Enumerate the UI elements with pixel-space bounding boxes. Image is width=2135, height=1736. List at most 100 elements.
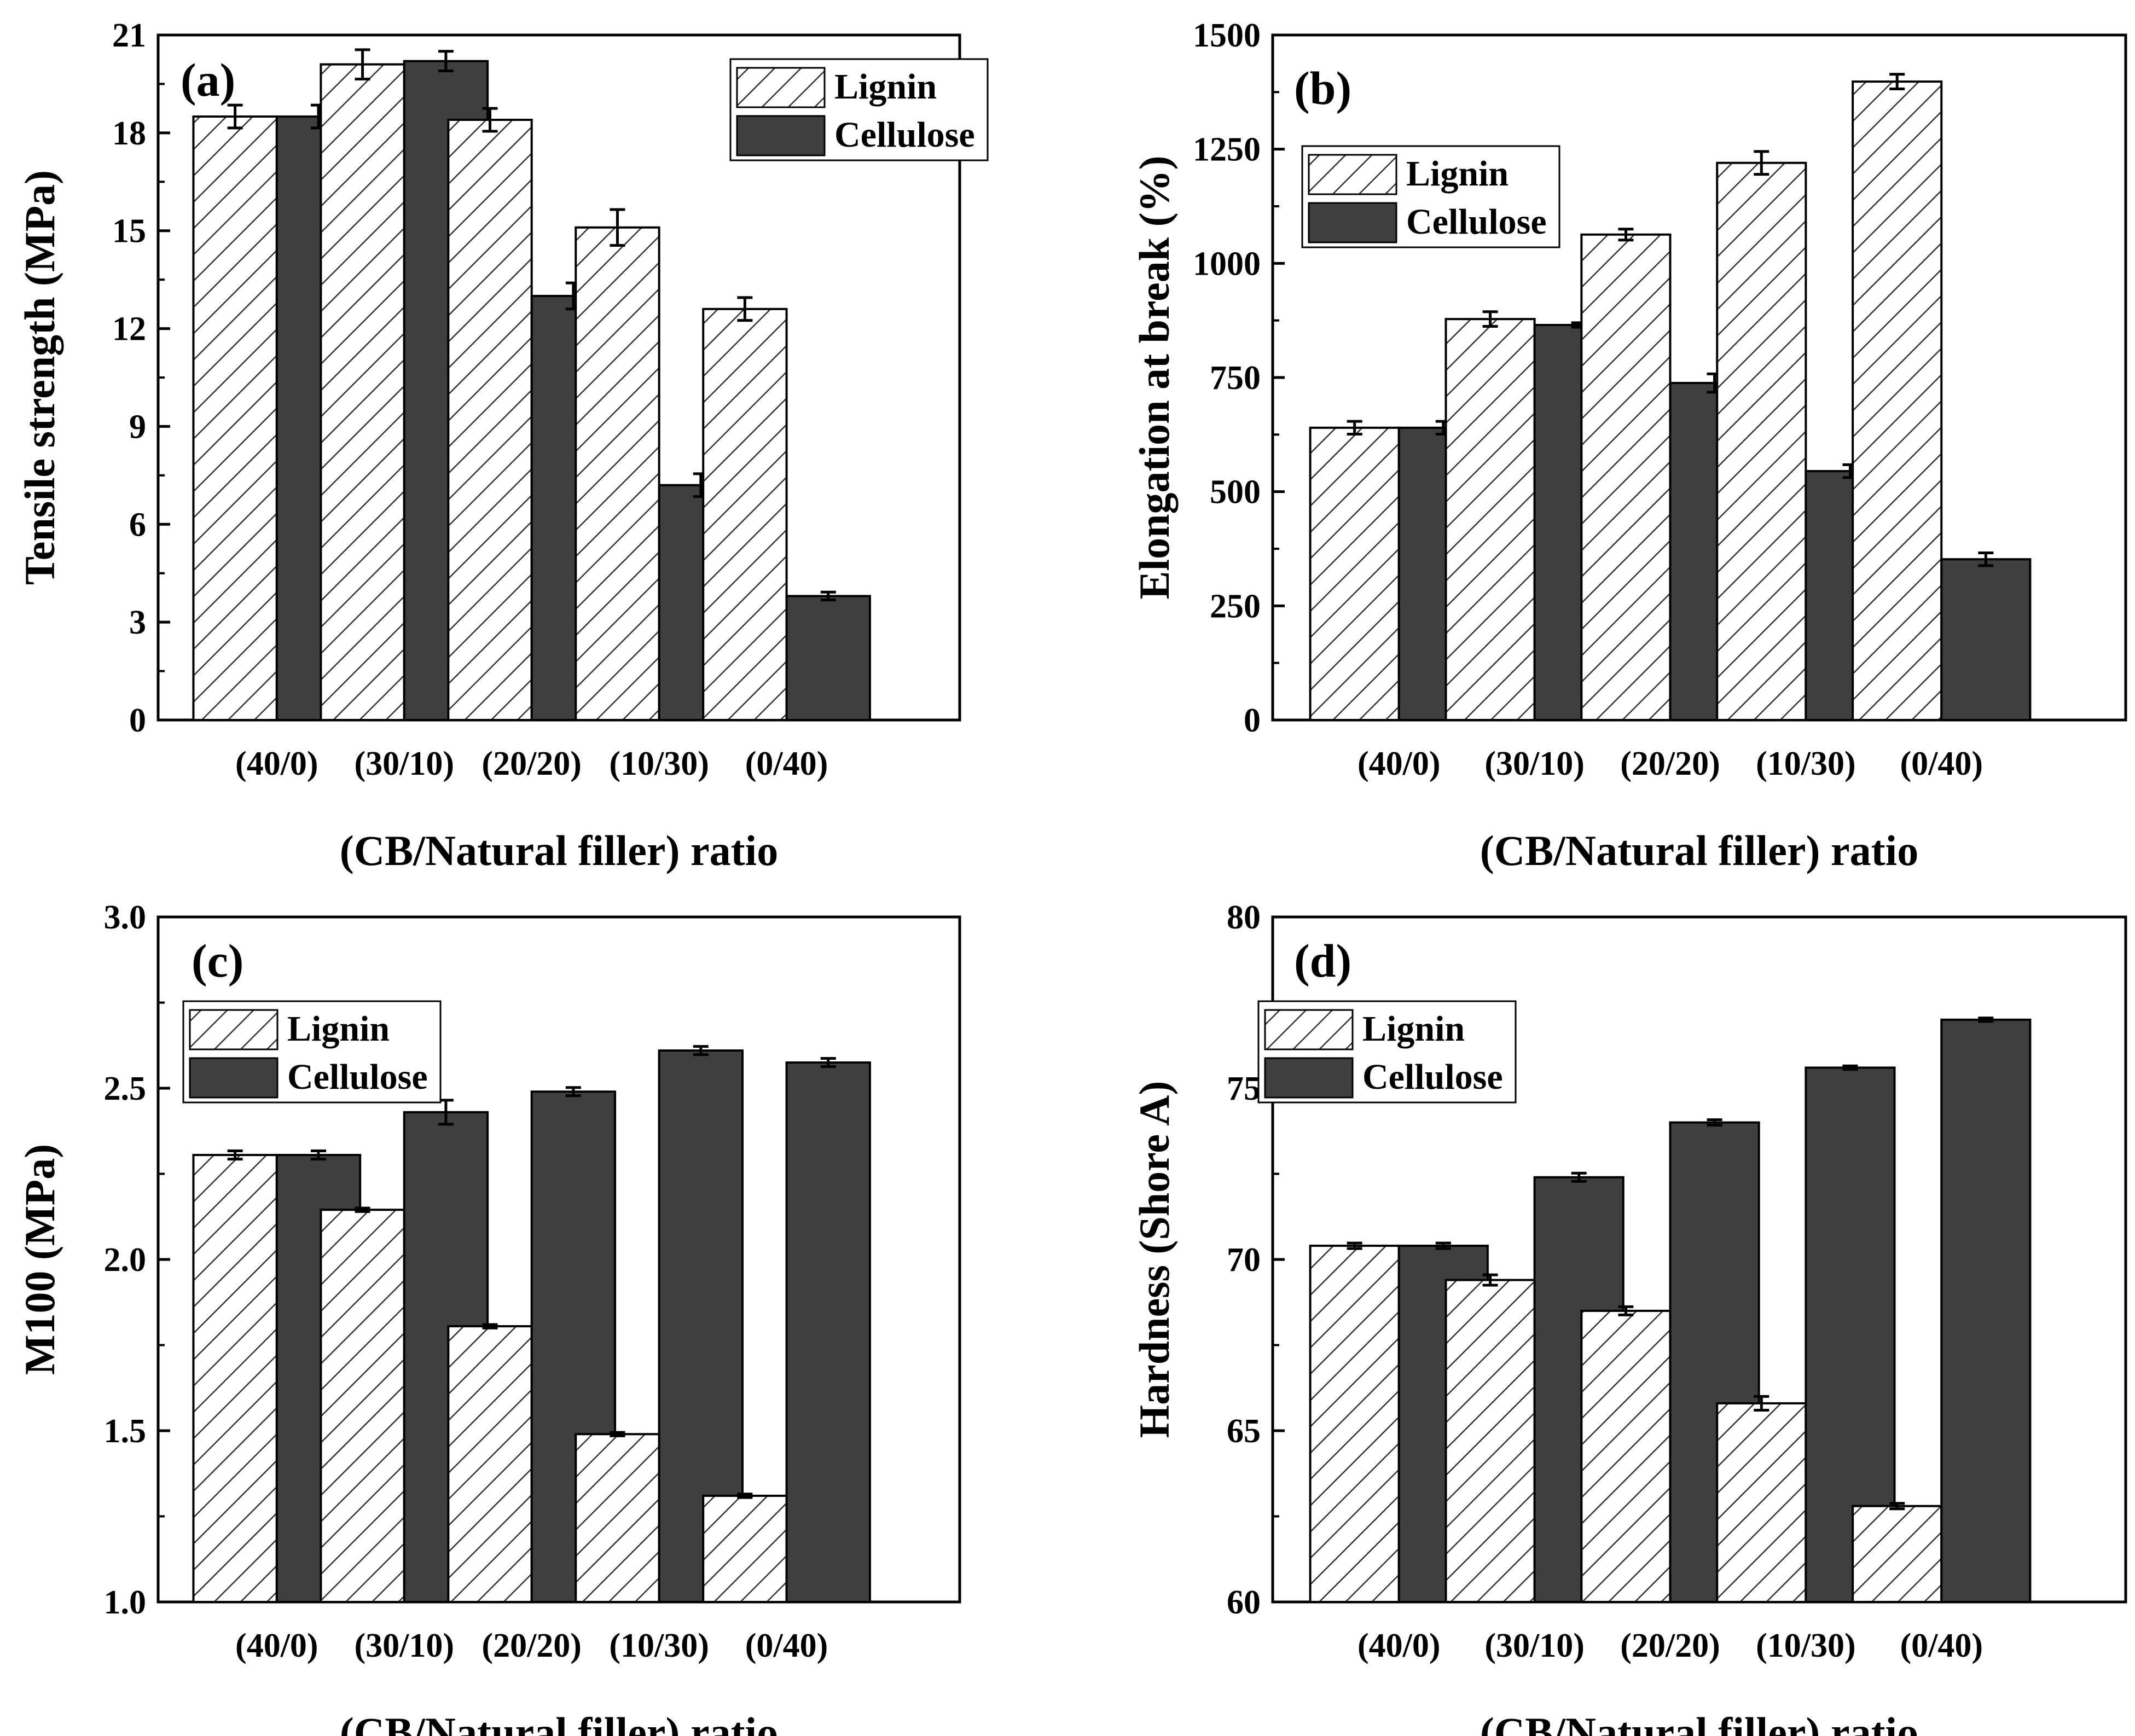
x-tick-label: (20/20): [481, 1627, 582, 1664]
y-tick-label: 65: [1227, 1413, 1261, 1450]
y-tick-label: 9: [129, 408, 146, 445]
y-tick-label: 500: [1210, 474, 1261, 511]
legend-label: Cellulose: [287, 1057, 428, 1097]
legend-label: Lignin: [1362, 1009, 1465, 1049]
bar-lignin: [320, 63, 405, 722]
x-tick-label: (30/10): [354, 1627, 454, 1664]
legend: Lignin Cellulose: [182, 1000, 442, 1104]
bar-lignin: [192, 115, 278, 722]
y-tick-label: 21: [112, 17, 146, 54]
chart-panel-1: 0 3 6 9 12 15 18 21 (40/0) (30/10) (20/20) (10/30) (…: [16, 17, 989, 874]
chart-panel-2: 0 250 500 750 1000 1250 1500 (40/0) (30/10) (20/2…: [1130, 17, 2127, 874]
x-tick-label: (40/0): [1357, 1627, 1441, 1664]
y-tick-label: 18: [112, 115, 146, 152]
x-tick-label: (30/10): [354, 745, 454, 782]
x-tick-label: (0/40): [1900, 745, 1983, 782]
y-tick-label: 12: [112, 311, 146, 348]
bar-lignin: [1716, 161, 1807, 721]
x-tick-label: (40/0): [1357, 745, 1441, 782]
chart-panel-3: 1.0 1.5 2.0 2.5 3.0 (40/0) (30/10) (20/20) (10/3…: [16, 899, 961, 1736]
y-tick-label: 6: [129, 506, 146, 543]
bar-lignin: [702, 307, 788, 721]
y-axis-title: Tensile strength (MPa): [16, 170, 63, 585]
legend-label: Cellulose: [1406, 202, 1547, 242]
bar-cellulose: [785, 1061, 871, 1604]
panel-label: (c): [192, 934, 243, 987]
y-tick-label: 1.5: [104, 1413, 147, 1450]
y-tick-label: 1000: [1193, 245, 1261, 282]
bar-lignin: [575, 1433, 660, 1603]
bar-lignin: [447, 119, 533, 721]
legend: Lignin Cellulose: [1257, 1000, 1517, 1104]
y-tick-label: 2.5: [104, 1070, 147, 1107]
y-tick-label: 1500: [1193, 17, 1261, 54]
x-axis-title: (CB/Natural filler) ratio: [1480, 1709, 1918, 1736]
x-tick-label: (20/20): [1620, 1627, 1720, 1664]
legend-label: Lignin: [287, 1009, 390, 1049]
legend-swatch-lignin: [1264, 1009, 1354, 1050]
x-tick-label: (20/20): [481, 745, 582, 782]
y-tick-label: 15: [112, 213, 146, 250]
x-tick-label: (40/0): [235, 1627, 318, 1664]
y-tick-label: 80: [1227, 899, 1261, 936]
y-tick-label: 750: [1210, 359, 1261, 397]
bar-lignin: [1580, 1309, 1672, 1603]
y-tick-label: 75: [1227, 1070, 1261, 1107]
y-tick-label: 0: [129, 702, 146, 739]
panel-label: (d): [1294, 934, 1351, 987]
bar-lignin: [1852, 1505, 1943, 1603]
bar-lignin: [447, 1325, 533, 1604]
bar-lignin: [1580, 233, 1672, 721]
y-tick-label: 2.0: [104, 1241, 147, 1279]
legend-swatch-cellulose: [189, 1057, 279, 1099]
bar-lignin: [1444, 1279, 1536, 1604]
legend-label: Lignin: [834, 67, 937, 107]
bar-lignin: [1309, 426, 1400, 721]
y-tick-label: 1.0: [104, 1584, 147, 1621]
y-tick-label: 3.0: [104, 899, 147, 936]
bar-cellulose: [1940, 1018, 2032, 1603]
bar-lignin: [320, 1209, 405, 1603]
legend: Lignin Cellulose: [1301, 145, 1560, 248]
x-tick-label: (20/20): [1620, 745, 1720, 782]
legend-label: Cellulose: [1362, 1057, 1503, 1097]
x-tick-label: (10/30): [609, 745, 709, 782]
legend-label: Cellulose: [834, 115, 975, 155]
legend-swatch-lignin: [189, 1009, 279, 1050]
x-tick-label: (10/30): [1756, 1627, 1856, 1664]
legend-swatch-lignin: [736, 67, 826, 108]
y-tick-label: 1250: [1193, 131, 1261, 169]
x-tick-label: (10/30): [1756, 745, 1856, 782]
bar-cellulose: [1940, 558, 2032, 721]
bar-lignin: [702, 1494, 788, 1603]
bar-lignin: [1309, 1244, 1400, 1603]
x-tick-label: (30/10): [1484, 745, 1585, 782]
y-axis-title: Elongation at break (%): [1130, 155, 1178, 599]
x-tick-label: (40/0): [235, 745, 318, 782]
panels-layer: 0 3 6 9 12 15 18 21 (40/0) (30/10) (20/20) (10/30) (…: [16, 17, 2127, 1736]
x-tick-label: (10/30): [609, 1627, 709, 1664]
bar-lignin: [1716, 1402, 1807, 1603]
y-tick-label: 250: [1210, 588, 1261, 625]
panel-label: (b): [1294, 62, 1351, 114]
legend: Lignin Cellulose: [729, 58, 989, 161]
x-tick-label: (0/40): [745, 1627, 828, 1664]
bar-lignin: [1852, 80, 1943, 722]
y-tick-label: 60: [1227, 1584, 1261, 1621]
legend-label: Lignin: [1406, 154, 1509, 194]
y-axis-title: Hardness (Shore A): [1130, 1081, 1178, 1438]
x-axis-title: (CB/Natural filler) ratio: [340, 827, 778, 874]
legend-swatch-cellulose: [1264, 1057, 1354, 1099]
bar-lignin: [192, 1154, 278, 1604]
chart-panel-4: 60 65 70 75 80 (40/0) (30/10) (20/20) (10/30) (0/…: [1130, 899, 2127, 1736]
bar-lignin: [1444, 318, 1536, 721]
y-tick-label: 3: [129, 604, 146, 641]
y-tick-label: 70: [1227, 1241, 1261, 1279]
x-tick-label: (0/40): [1900, 1627, 1983, 1664]
bar-cellulose: [785, 595, 871, 722]
legend-swatch-lignin: [1308, 154, 1397, 195]
legend-swatch-cellulose: [1308, 202, 1397, 243]
panel-label: (a): [181, 54, 235, 106]
y-tick-label: 0: [1244, 702, 1261, 739]
